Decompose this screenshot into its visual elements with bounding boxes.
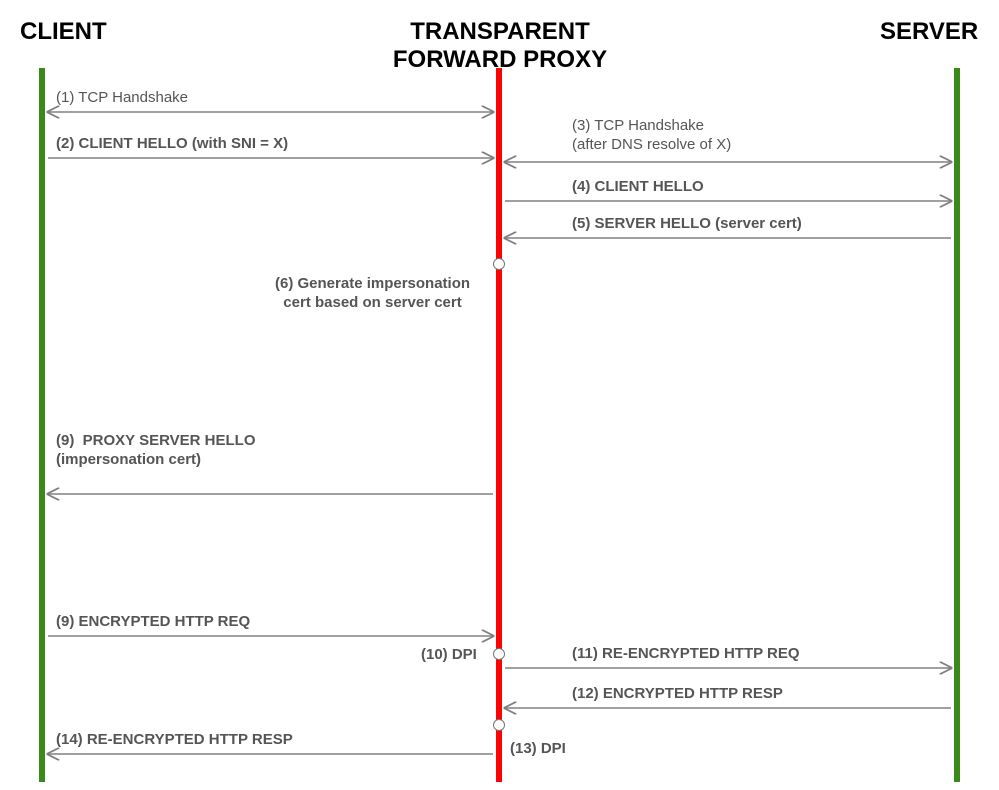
label-m2: (2) CLIENT HELLO (with SNI = X) (56, 135, 288, 154)
lifeline-client (39, 68, 45, 782)
label-m12: (12) ENCRYPTED HTTP RESP (572, 685, 783, 704)
event-m6 (493, 258, 505, 270)
title-client: CLIENT (20, 18, 107, 46)
label-m11: (11) RE-ENCRYPTED HTTP REQ (572, 645, 800, 664)
event-m10 (493, 648, 505, 660)
label-m1: (1) TCP Handshake (56, 89, 188, 108)
event-m13 (493, 719, 505, 731)
label-m6: (6) Generate impersonation cert based on… (275, 275, 470, 313)
title-server: SERVER (880, 18, 978, 46)
label-m9a: (9) PROXY SERVER HELLO (impersonation ce… (56, 432, 256, 470)
title-proxy: TRANSPARENT FORWARD PROXY (390, 18, 610, 74)
label-m14: (14) RE-ENCRYPTED HTTP RESP (56, 731, 293, 750)
label-m3: (3) TCP Handshake (after DNS resolve of … (572, 117, 731, 155)
lifeline-proxy (496, 68, 502, 782)
label-m13: (13) DPI (510, 740, 566, 759)
label-m9b: (9) ENCRYPTED HTTP REQ (56, 613, 250, 632)
label-m10: (10) DPI (421, 646, 477, 665)
label-m5: (5) SERVER HELLO (server cert) (572, 215, 802, 234)
lifeline-server (954, 68, 960, 782)
label-m4: (4) CLIENT HELLO (572, 178, 704, 197)
